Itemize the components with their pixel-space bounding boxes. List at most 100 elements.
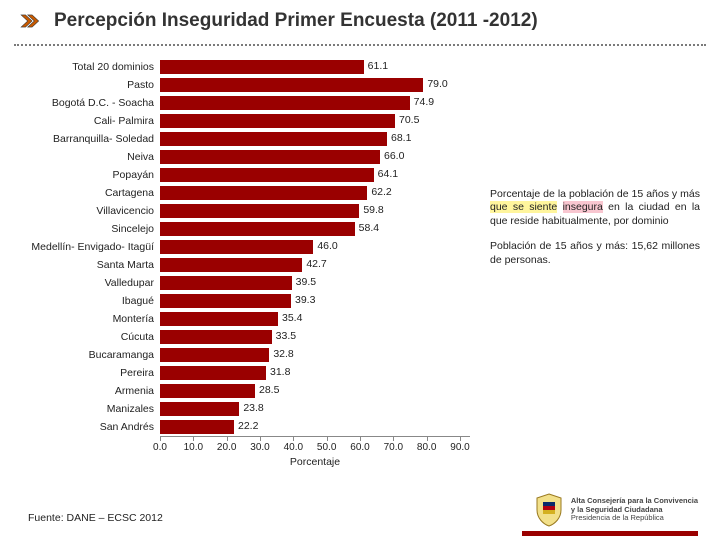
tick-label: 0.0 [153,442,167,453]
category-label: Armenia [10,385,160,397]
bar [160,114,395,128]
chart-row: Pereira 31.8 [10,364,480,382]
chart-row: Medellín- Envigado- Itagüí 46.0 [10,238,480,256]
chart-row: Barranquilla- Soledad 68.1 [10,130,480,148]
bar [160,78,423,92]
tick-label: 60.0 [350,442,369,453]
bar [160,348,269,362]
category-label: Total 20 dominios [10,61,160,73]
chart-row: San Andrés 22.2 [10,418,480,436]
category-label: Pasto [10,79,160,91]
chart-row: Valledupar 39.5 [10,274,480,292]
description-2: Población de 15 años y más: 15,62 millon… [490,240,700,267]
value-label: 31.8 [270,366,290,378]
value-label: 23.8 [243,402,263,414]
value-label: 28.5 [259,384,279,396]
category-label: San Andrés [10,421,160,433]
bar [160,258,302,272]
value-label: 35.4 [282,312,302,324]
bar [160,366,266,380]
category-label: Cali- Palmira [10,115,160,127]
value-label: 46.0 [317,240,337,252]
bar [160,204,359,218]
value-label: 22.2 [238,420,258,432]
value-label: 68.1 [391,132,411,144]
category-label: Neiva [10,151,160,163]
category-label: Bogotá D.C. - Soacha [10,97,160,109]
bar [160,150,380,164]
value-label: 64.1 [378,168,398,180]
page-title: Percepción Inseguridad Primer Encuesta (… [54,10,538,32]
chart-row: Popayán 64.1 [10,166,480,184]
chart-row: Manizales 23.8 [10,400,480,418]
category-label: Cúcuta [10,331,160,343]
chart-row: Cartagena62.2 [10,184,480,202]
side-text: Porcentaje de la población de 15 años y … [480,58,700,468]
value-label: 33.5 [276,330,296,342]
description-1: Porcentaje de la población de 15 años y … [490,188,700,228]
tick-label: 10.0 [184,442,203,453]
value-label: 79.0 [427,78,447,90]
category-label: Sincelejo [10,223,160,235]
tick-label: 70.0 [384,442,403,453]
category-label: Villavicencio [10,205,160,217]
bar [160,384,255,398]
chart-row: Santa Marta 42.7 [10,256,480,274]
content-area: Total 20 dominios 61.1 Pasto 79.0 Bogotá D.C… [0,52,720,468]
value-label: 61.1 [368,60,388,72]
tick-label: 20.0 [217,442,236,453]
value-label: 39.5 [296,276,316,288]
bar [160,168,374,182]
category-label: Ibagué [10,295,160,307]
chart-row: Total 20 dominios 61.1 [10,58,480,76]
value-label: 62.2 [371,186,391,198]
value-label: 42.7 [306,258,326,270]
tick-label: 30.0 [250,442,269,453]
bar-chart: Total 20 dominios 61.1 Pasto 79.0 Bogotá D.C… [10,58,480,468]
chart-row: Ibagué 39.3 [10,292,480,310]
category-label: Valledupar [10,277,160,289]
chart-row: Montería35.4 [10,310,480,328]
category-label: Santa Marta [10,259,160,271]
footer-text: Alta Consejería para la Convivencia y la… [571,497,698,523]
footer-logo: Alta Consejería para la Convivencia y la… [533,492,698,528]
category-label: Pereira [10,367,160,379]
divider-dotted [14,44,706,46]
value-label: 32.8 [273,348,293,360]
value-label: 59.8 [363,204,383,216]
bar [160,186,367,200]
shield-icon [533,492,565,528]
tick-label: 90.0 [450,442,469,453]
category-label: Bucaramanga [10,349,160,361]
category-label: Barranquilla- Soledad [10,133,160,145]
value-label: 39.3 [295,294,315,306]
bar [160,240,313,254]
chart-row: Cúcuta 33.5 [10,328,480,346]
value-label: 58.4 [359,222,379,234]
bar [160,60,364,74]
category-label: Medellín- Envigado- Itagüí [10,241,160,253]
chart-row: Pasto 79.0 [10,76,480,94]
tick-label: 40.0 [284,442,303,453]
value-label: 70.5 [399,114,419,126]
bar [160,402,239,416]
bar [160,312,278,326]
x-axis: Porcentaje 0.010.020.030.040.050.060.070… [160,436,470,468]
chart-row: Bucaramanga 32.8 [10,346,480,364]
bar [160,294,291,308]
chart-row: Neiva 66.0 [10,148,480,166]
category-label: Manizales [10,403,160,415]
category-label: Popayán [10,169,160,181]
bar [160,330,272,344]
chart-row: Armenia 28.5 [10,382,480,400]
value-label: 74.9 [414,96,434,108]
chart-row: Sincelejo 58.4 [10,220,480,238]
header: Percepción Inseguridad Primer Encuesta (… [0,0,720,40]
source-text: Fuente: DANE – ECSC 2012 [28,512,163,524]
value-label: 66.0 [384,150,404,162]
bar [160,132,387,146]
chart-row: Villavicencio 59.8 [10,202,480,220]
bar [160,276,292,290]
footer-accent-bar [522,531,698,536]
chevron-icon [20,12,42,30]
